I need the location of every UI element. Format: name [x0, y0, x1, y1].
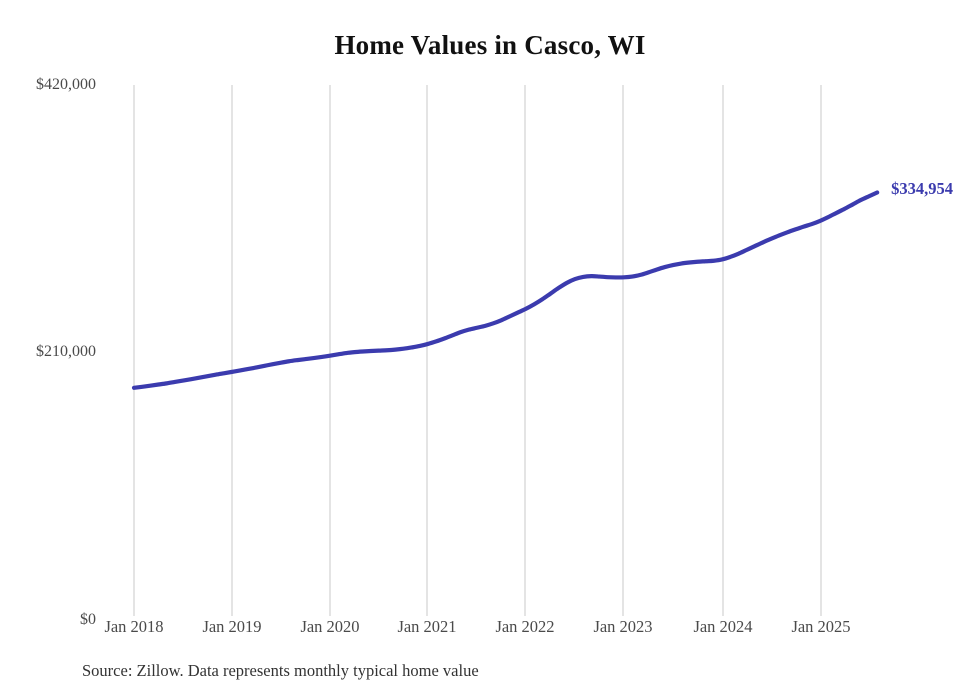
y-tick-label: $0	[80, 611, 96, 628]
x-tick-label: Jan 2025	[791, 617, 851, 636]
source-note: Source: Zillow. Data represents monthly …	[82, 661, 479, 680]
y-tick-label: $210,000	[36, 343, 96, 360]
y-axis: $420,000 $210,000 $0	[0, 0, 96, 699]
x-tick-label: Jan 2023	[593, 617, 653, 636]
data-line-series	[131, 190, 880, 390]
x-tick-label: Jan 2024	[693, 617, 753, 636]
x-tick-label: Jan 2018	[104, 617, 164, 636]
chart-title: Home Values in Casco, WI	[334, 30, 646, 60]
end-value-annotation: $334,954	[891, 178, 954, 198]
x-tick-label: Jan 2022	[495, 617, 555, 636]
y-tick-label: $420,000	[36, 76, 96, 93]
x-tick-label: Jan 2020	[300, 617, 360, 636]
x-tick-label: Jan 2019	[202, 617, 262, 636]
x-tick-label: Jan 2021	[397, 617, 457, 636]
gridlines	[133, 85, 822, 616]
